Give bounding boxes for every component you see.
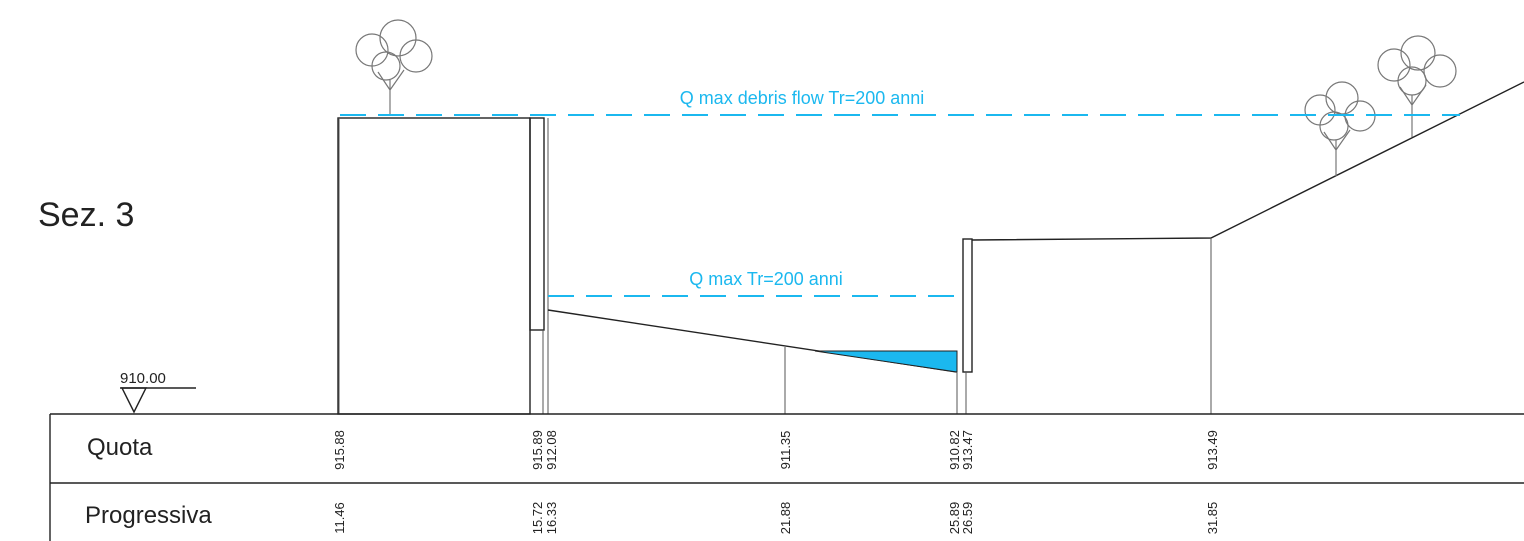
- progressiva-value: 26.59: [960, 502, 975, 535]
- water-levels: Q max debris flow Tr=200 anni Q max Tr=2…: [340, 88, 1460, 297]
- water-level-label: Q max debris flow Tr=200 anni: [680, 88, 925, 108]
- progressiva-value: 11.46: [332, 502, 347, 534]
- profile-table: Quota Progressiva 915.88 11.46 915.89 15.72…: [49, 413, 1524, 541]
- progressiva-value: 31.85: [1205, 502, 1220, 535]
- progressiva-value: 16.33: [544, 502, 559, 535]
- quota-value: 913.49: [1205, 430, 1220, 470]
- quota-value: 910.82: [947, 430, 962, 470]
- terrain: [337, 81, 1524, 415]
- quota-value: 915.88: [332, 430, 347, 470]
- quota-value: 913.47: [960, 430, 975, 470]
- progressiva-value: 25.89: [947, 502, 962, 535]
- datum: 910.00: [120, 370, 196, 414]
- quota-value: 911.35: [778, 431, 793, 470]
- quota-value: 912.08: [544, 430, 559, 470]
- progressiva-value: 21.88: [778, 502, 793, 535]
- water-level-label: Q max Tr=200 anni: [689, 269, 843, 289]
- section-title: Sez. 3: [38, 196, 134, 234]
- datum-label: 910.00: [120, 370, 166, 387]
- row-label: Quota: [87, 434, 153, 461]
- quota-value: 915.89: [530, 430, 545, 470]
- row-label: Progressiva: [85, 502, 212, 529]
- progressiva-value: 15.72: [530, 502, 545, 535]
